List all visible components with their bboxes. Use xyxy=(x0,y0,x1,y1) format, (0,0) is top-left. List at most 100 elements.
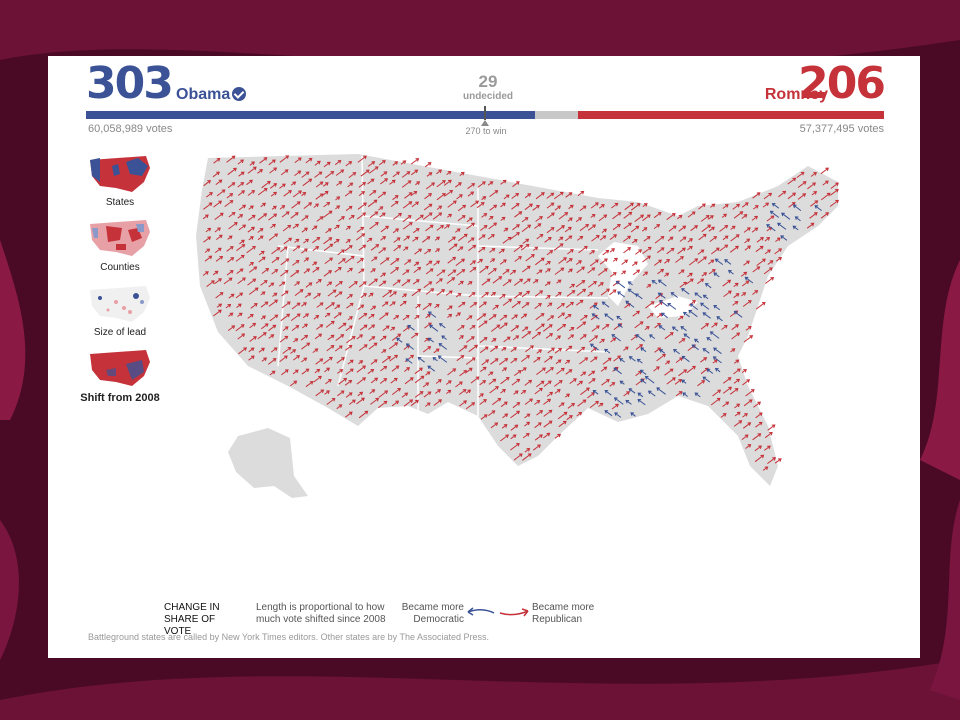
rep-shift-arrow xyxy=(576,299,584,306)
rep-shift-arrow xyxy=(642,255,651,263)
view-label-size-of-lead[interactable]: Size of lead xyxy=(93,327,147,338)
rep-shift-arrow xyxy=(500,202,506,208)
rep-shift-arrow xyxy=(501,347,507,352)
rep-shift-arrow xyxy=(558,212,569,220)
rep-shift-arrow xyxy=(422,303,432,311)
rep-shift-arrow xyxy=(755,245,764,253)
rep-shift-arrow xyxy=(280,313,291,322)
dem-shift-arrow xyxy=(647,390,656,397)
rep-shift-arrow xyxy=(292,369,299,375)
dem-shift-arrow xyxy=(670,292,678,298)
rep-shift-arrow xyxy=(246,179,253,186)
rep-shift-arrow xyxy=(237,190,246,196)
rep-shift-arrow xyxy=(279,205,286,210)
rep-shift-arrow xyxy=(457,325,465,331)
rep-shift-arrow xyxy=(765,276,775,284)
rep-shift-arrow xyxy=(205,227,212,233)
contiguous-us-land xyxy=(196,154,838,486)
rep-shift-arrow xyxy=(635,344,644,350)
rep-shift-arrow xyxy=(314,171,323,178)
rep-shift-arrow xyxy=(557,312,565,319)
rep-shift-arrow xyxy=(751,215,758,221)
rep-shift-arrow xyxy=(227,167,237,176)
rep-shift-arrow xyxy=(348,214,355,220)
rep-shift-arrow xyxy=(424,402,431,407)
rep-shift-arrow xyxy=(580,387,590,396)
rep-shift-arrow xyxy=(535,192,545,200)
rep-shift-arrow xyxy=(223,277,233,285)
dem-shift-arrow xyxy=(706,337,712,342)
rep-shift-arrow xyxy=(521,243,530,251)
rep-shift-arrow xyxy=(543,432,551,439)
rep-shift-arrow xyxy=(377,191,387,199)
rep-shift-arrow xyxy=(543,409,553,417)
rep-shift-arrow xyxy=(212,171,220,178)
rep-shift-arrow xyxy=(598,214,608,222)
view-label-counties[interactable]: Counties xyxy=(100,262,140,273)
rep-shift-arrow xyxy=(601,323,610,330)
rep-shift-arrow xyxy=(722,204,729,209)
view-thumb-states[interactable] xyxy=(86,152,154,196)
rep-shift-arrow xyxy=(294,289,304,296)
rep-shift-arrow xyxy=(543,420,553,428)
rep-shift-arrow xyxy=(741,214,748,219)
rep-shift-arrow xyxy=(766,215,775,222)
view-label-states[interactable]: States xyxy=(105,197,135,208)
rep-shift-arrow xyxy=(576,321,587,330)
rep-shift-arrow xyxy=(282,346,292,354)
rep-shift-arrow xyxy=(774,248,783,255)
dem-shift-arrow xyxy=(640,347,647,353)
rep-shift-arrow xyxy=(235,324,245,332)
rep-shift-arrow xyxy=(303,202,313,209)
rep-shift-arrow xyxy=(667,236,674,242)
rep-shift-arrow xyxy=(358,360,364,365)
obama-name: Obama xyxy=(176,86,231,103)
rep-shift-arrow xyxy=(345,239,351,244)
rep-shift-arrow xyxy=(314,368,321,374)
rep-shift-arrow xyxy=(455,258,465,266)
rep-shift-arrow xyxy=(490,291,497,297)
dem-shift-arrow xyxy=(437,355,448,363)
dem-shift-arrow xyxy=(438,343,448,350)
rep-shift-arrow xyxy=(382,290,393,298)
rep-shift-arrow xyxy=(536,269,543,275)
rep-shift-arrow xyxy=(499,293,506,299)
dem-shift-arrow xyxy=(635,293,643,300)
rep-shift-arrow xyxy=(392,195,399,201)
rep-shift-arrow xyxy=(711,322,718,328)
rep-shift-arrow xyxy=(369,222,379,230)
rep-shift-arrow xyxy=(348,399,356,405)
rep-shift-arrow xyxy=(565,345,573,352)
rep-shift-arrow xyxy=(247,190,256,196)
rep-shift-arrow xyxy=(624,202,634,211)
rep-shift-arrow xyxy=(510,434,517,440)
rep-shift-arrow xyxy=(413,261,420,267)
rep-shift-arrow xyxy=(237,159,245,165)
rep-shift-arrow xyxy=(303,268,311,274)
rep-shift-arrow xyxy=(762,202,770,208)
legend-democratic-label: Became more Democratic xyxy=(401,602,464,625)
dem-shift-arrow xyxy=(613,397,624,405)
dem-shift-arrow xyxy=(792,225,799,231)
rep-shift-arrow xyxy=(479,346,489,354)
win-threshold-arrow-icon xyxy=(481,120,489,126)
view-thumb-counties[interactable] xyxy=(86,216,154,260)
view-label-shift-from-2008[interactable]: Shift from 2008 xyxy=(80,392,160,404)
rep-shift-arrow xyxy=(393,237,401,243)
rep-shift-arrow xyxy=(434,236,441,241)
rep-shift-arrow xyxy=(675,391,683,397)
rep-shift-arrow xyxy=(534,400,541,405)
rep-shift-arrow xyxy=(293,355,300,361)
rep-shift-arrow xyxy=(488,410,496,417)
rep-shift-arrow xyxy=(830,188,839,196)
view-thumb-shift-from-2008[interactable] xyxy=(86,346,154,390)
us-map[interactable] xyxy=(178,146,868,586)
rep-shift-arrow xyxy=(358,191,366,196)
rep-shift-arrow xyxy=(478,320,488,328)
rep-shift-arrow xyxy=(657,247,665,254)
rep-shift-arrow xyxy=(511,314,518,320)
rep-shift-arrow xyxy=(536,410,544,416)
view-thumb-size-of-lead[interactable] xyxy=(86,282,154,326)
rep-shift-arrow xyxy=(566,290,576,297)
rep-shift-arrow xyxy=(479,399,487,405)
